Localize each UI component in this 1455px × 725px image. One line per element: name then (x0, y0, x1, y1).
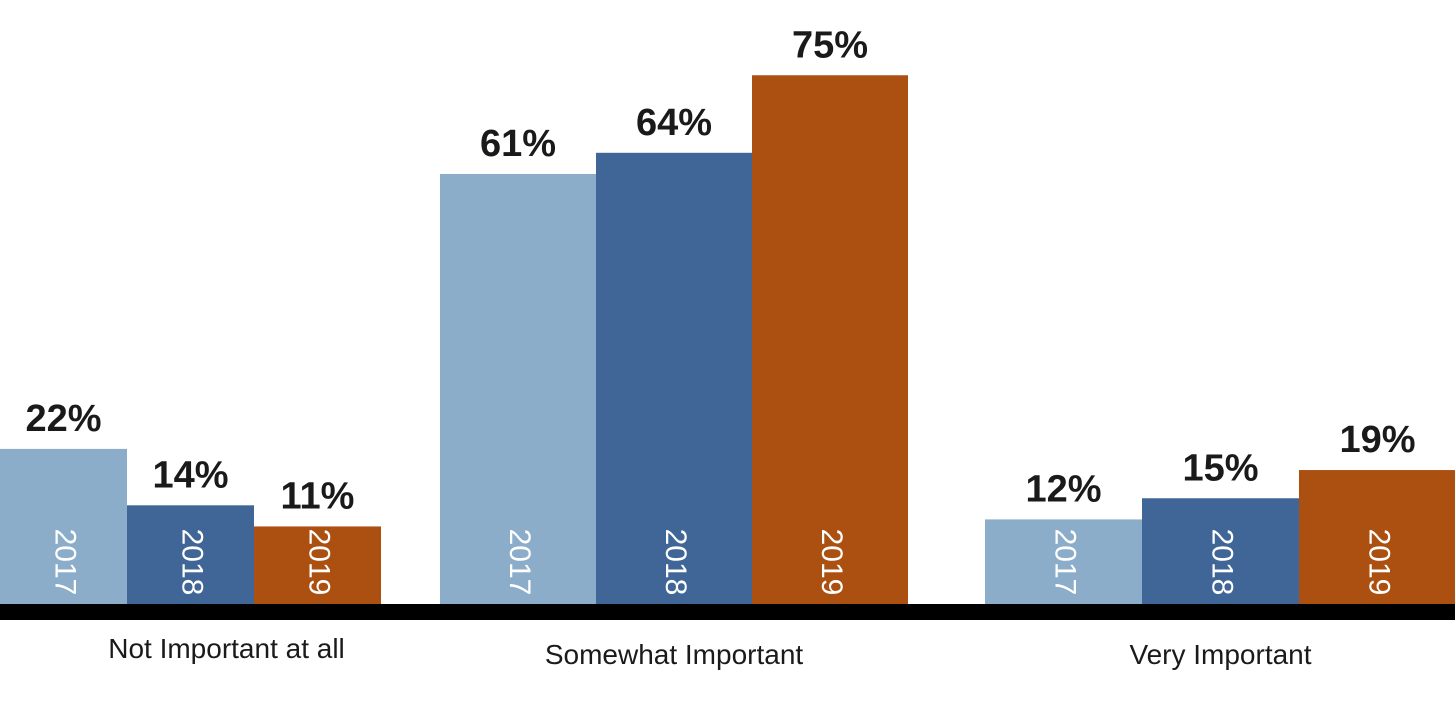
year-label: 2018 (176, 529, 209, 596)
year-label: 2017 (49, 529, 82, 596)
year-label: 2018 (1206, 529, 1239, 596)
year-label: 2017 (503, 529, 536, 596)
bar (0, 448, 127, 604)
bar (127, 505, 254, 604)
bar (254, 526, 381, 604)
data-label: 15% (1182, 447, 1258, 489)
category-label: Very Important (1129, 639, 1311, 670)
year-label: 2019 (1363, 529, 1396, 596)
data-label: 11% (281, 475, 355, 517)
bar (985, 519, 1142, 604)
x-axis-line (0, 604, 1455, 620)
data-label: 19% (1339, 419, 1415, 461)
category-label: Not Important at all (108, 633, 345, 664)
bar-group-1: 61% 2017 64% 2018 75% 2019 (440, 24, 908, 605)
bar (1299, 470, 1455, 604)
year-label: 2019 (303, 529, 336, 596)
bar (752, 75, 908, 604)
bar (596, 152, 752, 605)
year-label: 2019 (815, 529, 848, 596)
bar (1142, 498, 1299, 604)
data-label: 14% (152, 454, 228, 496)
category-label: Somewhat Important (545, 639, 804, 670)
data-label: 22% (25, 398, 101, 440)
bar-group-0: 22% 2017 14% 2018 11% 2019 (0, 398, 381, 604)
data-label: 12% (1025, 468, 1101, 510)
year-label: 2017 (1049, 529, 1082, 596)
year-label: 2018 (659, 529, 692, 596)
data-label: 61% (480, 123, 556, 165)
data-label: 64% (636, 102, 712, 144)
bar (440, 173, 596, 604)
data-label: 75% (792, 24, 868, 66)
bar-group-2: 12% 2017 15% 2018 19% 2019 (985, 419, 1455, 604)
